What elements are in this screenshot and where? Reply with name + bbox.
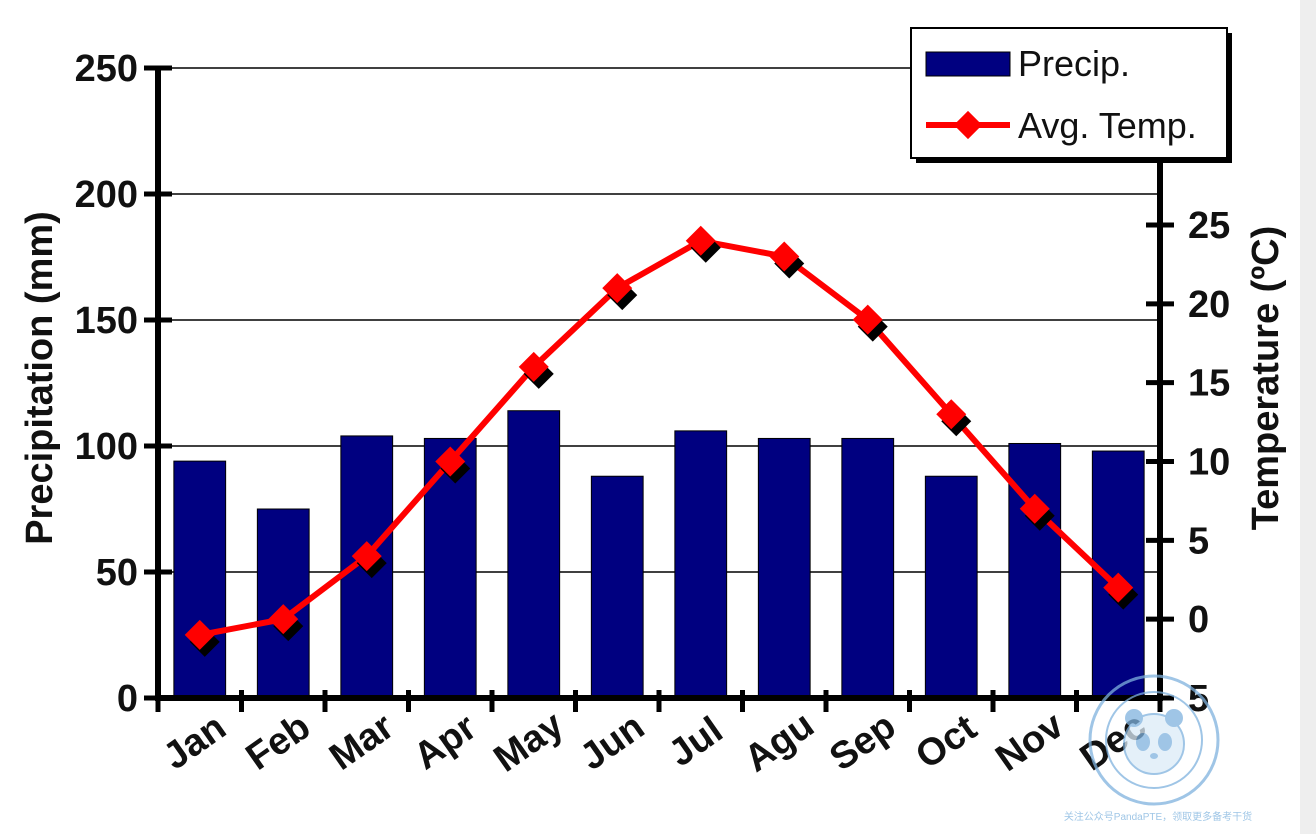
- y-left-tick-label-0: 0: [117, 678, 138, 720]
- legend-temp-label: Avg. Temp.: [1018, 105, 1197, 146]
- precip-bars: [173, 410, 1145, 699]
- y-left-tick-label-200: 200: [75, 174, 138, 216]
- precip-bar-sep: [841, 437, 895, 699]
- x-tick-label-sep: Sep: [822, 705, 903, 779]
- y-right-tick-label-6: 25: [1188, 205, 1230, 247]
- x-tick-label-may: May: [487, 704, 572, 781]
- temp-marker-sep: [852, 304, 883, 335]
- x-tick-label-jun: Jun: [573, 706, 652, 779]
- y-left-axis-title: Precipitation (mm): [19, 211, 61, 545]
- precip-bar-agu: [757, 437, 811, 699]
- y-right-tick-label-4: 15: [1188, 363, 1230, 405]
- precip-bar-jan: [173, 460, 227, 699]
- x-tick-label-agu: Agu: [737, 704, 822, 781]
- watermark-caption: 关注公众号PandaPTE，领取更多备考干货: [1064, 810, 1252, 823]
- temp-marker-oct: [936, 399, 967, 430]
- y-right-tick-label-5: 20: [1188, 284, 1230, 326]
- legend-precip-swatch: [925, 51, 1011, 77]
- x-tick-label-apr: Apr: [407, 706, 485, 778]
- y-left-tick-label-50: 50: [96, 552, 138, 594]
- temp-marker-mar: [351, 541, 382, 572]
- temp-marker-agu: [769, 241, 800, 272]
- gridlines: [158, 67, 1160, 573]
- precip-bar-may: [507, 410, 561, 699]
- temp-marker-dec: [1103, 572, 1134, 603]
- x-tick-label-jul: Jul: [661, 709, 730, 775]
- legend: Precip. Avg. Temp.: [910, 27, 1232, 163]
- right-edge-strip: [1300, 0, 1316, 834]
- temp-marker-may: [518, 351, 549, 382]
- temp-marker-jan: [184, 619, 215, 650]
- legend-box: [910, 27, 1228, 159]
- precip-bar-jul: [674, 430, 728, 699]
- y-right-tick-label-3: 10: [1188, 442, 1230, 484]
- y-right-tick-label-0: 5: [1188, 678, 1209, 720]
- axes: [144, 65, 1174, 712]
- pandapte-watermark-logo: [1088, 674, 1220, 806]
- x-tick-label-oct: Oct: [908, 707, 984, 778]
- y-left-tick-label-100: 100: [75, 426, 138, 468]
- temp-marker-nov: [1019, 493, 1050, 524]
- precip-bar-jun: [590, 475, 644, 699]
- y-right-tick-label-1: 0: [1188, 599, 1209, 641]
- temp-series-line: [199, 237, 1121, 638]
- y-left-tick-label-150: 150: [75, 300, 138, 342]
- legend-temp-swatch-marker: [953, 110, 983, 140]
- temp-marker-jul: [685, 225, 716, 256]
- temp-marker-jun: [602, 273, 633, 304]
- y-right-tick-label-2: 5: [1188, 520, 1209, 562]
- x-tick-label-jan: Jan: [156, 706, 234, 778]
- temp-marker-apr: [435, 446, 466, 477]
- x-tick-label-nov: Nov: [988, 704, 1071, 780]
- x-tick-label-mar: Mar: [322, 705, 402, 778]
- temp-line: [184, 225, 1139, 657]
- y-left-tick-label-250: 250: [75, 48, 138, 90]
- precip-bar-oct: [924, 475, 978, 699]
- precip-bar-nov: [1008, 442, 1062, 699]
- x-tick-label-feb: Feb: [239, 706, 318, 779]
- legend-precip-label: Precip.: [1018, 43, 1130, 84]
- y-right-axis-title: Temperature (ºC): [1245, 226, 1287, 531]
- temp-marker-feb: [268, 604, 299, 635]
